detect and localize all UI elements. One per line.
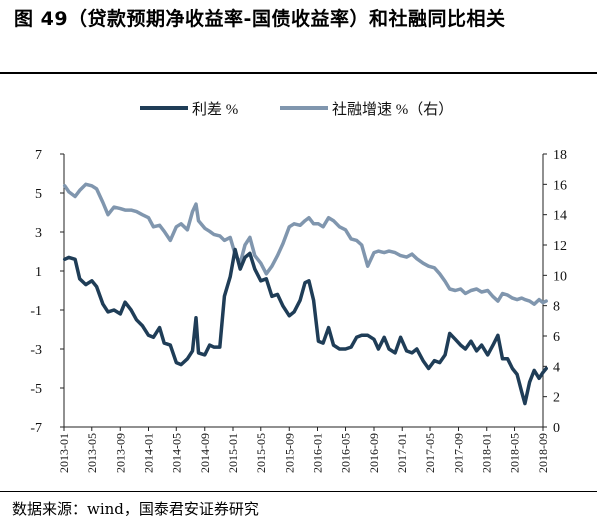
- legend: 利差 % 社融增速 %（右）: [140, 101, 453, 118]
- x-tick-label: 2015-05: [254, 433, 268, 473]
- right-tick-label: 6: [553, 330, 560, 345]
- chart-svg: 利差 % 社融增速 %（右） 7 5 3 1 -1 -3 -5 -7 18 16 14 12 10 8 6 4 2…: [30, 101, 567, 473]
- x-tick-label: 2013-09: [113, 433, 127, 473]
- source-rule: [0, 491, 597, 492]
- right-tick-label: 12: [553, 239, 567, 254]
- left-tick-label: -7: [30, 421, 42, 436]
- x-tick-label: 2016-09: [367, 433, 381, 473]
- x-tick-label: 2014-05: [169, 433, 183, 473]
- x-tick-label: 2014-01: [142, 433, 156, 473]
- left-tick-label: 5: [35, 187, 42, 202]
- x-tick-label: 2013-01: [57, 433, 71, 473]
- right-tick-label: 2: [553, 391, 560, 406]
- x-tick-label: 2015-09: [282, 433, 296, 473]
- x-tick-label: 2015-01: [226, 433, 240, 473]
- right-tick-label: 16: [553, 178, 567, 193]
- x-tick-label: 2018-05: [508, 433, 522, 473]
- axes: 7 5 3 1 -1 -3 -5 -7 18 16 14 12 10 8 6 4 2 0 2013-01 2013-0…: [30, 148, 567, 473]
- x-tick-label: 2016-05: [339, 433, 353, 473]
- title-rule: [0, 72, 597, 74]
- left-tick-label: -5: [30, 382, 42, 397]
- left-tick-label: 7: [35, 148, 42, 163]
- legend-item-tsf-label: 社融增速 %（右）: [332, 101, 453, 118]
- x-tick-label: 2017-09: [451, 433, 465, 473]
- x-tick-label: 2017-05: [423, 433, 437, 473]
- right-tick-label: 8: [553, 300, 560, 315]
- right-tick-label: 0: [553, 421, 560, 436]
- right-tick-label: 10: [553, 269, 567, 284]
- x-tick-label: 2016-01: [311, 433, 325, 473]
- source-note: 数据来源：wind，国泰君安证券研究: [12, 500, 259, 518]
- left-tick-label: 3: [35, 226, 42, 241]
- legend-item-spread-label: 利差 %: [192, 101, 238, 118]
- series-line-spread: [62, 247, 548, 406]
- left-tick-label: 1: [35, 265, 42, 280]
- series-line-tsf: [62, 182, 548, 306]
- plot-area: [62, 182, 548, 406]
- right-tick-label: 4: [553, 360, 560, 375]
- x-tick-label: 2014-09: [198, 433, 212, 473]
- right-tick-label: 14: [553, 209, 567, 224]
- left-tick-label: -1: [30, 304, 42, 319]
- right-tick-label: 18: [553, 148, 567, 163]
- figure-title: 图 49（贷款预期净收益率-国债收益率）和社融同比相关: [14, 8, 506, 30]
- x-tick-label: 2018-01: [480, 433, 494, 473]
- x-tick-label: 2018-09: [536, 433, 550, 473]
- x-tick-label: 2013-05: [85, 433, 99, 473]
- left-tick-label: -3: [30, 343, 42, 358]
- x-tick-label: 2017-01: [395, 433, 409, 473]
